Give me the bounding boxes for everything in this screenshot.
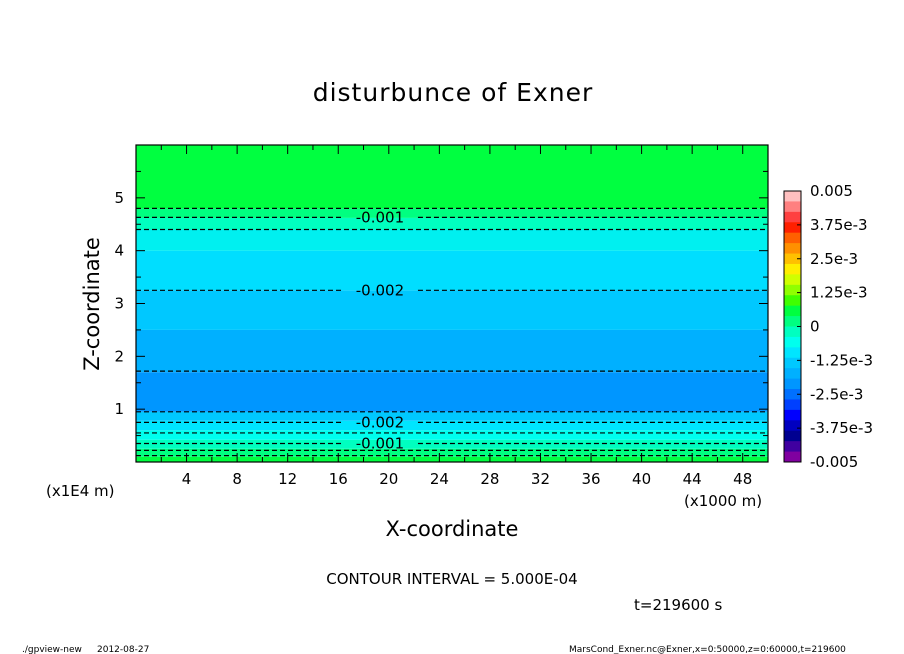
- x-axis: 4 8 12 16 20 24 28 32 36 40 44 48: [160, 145, 769, 488]
- x-tick-label: 40: [632, 470, 651, 488]
- contour-label: -0.002: [356, 413, 404, 431]
- x-axis-label: X-coordinate: [386, 517, 519, 541]
- colorbar-swatch: [784, 191, 801, 202]
- x-tick-label: 20: [379, 470, 398, 488]
- x-tick-label: 28: [480, 470, 499, 488]
- contour-band: [136, 217, 768, 230]
- y-unit-label: (x1E4 m): [46, 482, 115, 500]
- colorbar-label: -2.5e-3: [810, 385, 863, 403]
- colorbar-label: 2.5e-3: [810, 250, 858, 268]
- time-text: t=219600 s: [634, 596, 722, 614]
- y-tick-label: 2: [114, 347, 124, 365]
- colorbar-label: 0: [810, 318, 820, 336]
- contour-band: [136, 439, 768, 449]
- colorbar-swatch: [784, 284, 801, 296]
- colorbar-swatch: [784, 295, 801, 307]
- colorbar-swatch: [784, 399, 801, 411]
- run-date: 2012-08-27: [97, 645, 149, 654]
- x-tick-label: 16: [329, 470, 348, 488]
- x-tick-label: 32: [531, 470, 550, 488]
- chart-title: disturbunce of Exner: [313, 78, 594, 107]
- colorbar-label: -0.005: [810, 453, 858, 471]
- contour-label: -0.002: [356, 281, 404, 299]
- x-tick-label: 12: [278, 470, 297, 488]
- contour-band: [136, 250, 768, 291]
- colorbar-label: -3.75e-3: [810, 419, 873, 437]
- colorbar-swatch: [784, 336, 801, 348]
- y-tick-label: 3: [114, 295, 124, 313]
- x-tick-label: 44: [683, 470, 702, 488]
- contour-band: [136, 372, 768, 412]
- y-tick-label: 5: [114, 189, 124, 207]
- x-tick-label: 48: [733, 470, 752, 488]
- plot-bands: [136, 145, 768, 462]
- colorbar-swatch: [784, 378, 801, 390]
- contour-band: [136, 448, 768, 457]
- colorbar-swatch: [784, 243, 801, 255]
- x-tick-label: 36: [581, 470, 600, 488]
- program-name: ./gpview-new: [22, 645, 82, 654]
- colorbar-swatch: [784, 409, 801, 421]
- colorbar-swatch: [784, 368, 801, 380]
- y-axis-label: Z-coordinate: [80, 237, 104, 371]
- colorbar-swatch: [784, 316, 801, 327]
- colorbar-label: -1.25e-3: [810, 351, 873, 369]
- colorbar-label: 1.25e-3: [810, 284, 868, 302]
- colorbar-swatch: [784, 389, 801, 400]
- contour-band: [136, 145, 768, 209]
- colorbar-swatch: [784, 357, 801, 369]
- x-tick-label: 24: [430, 470, 449, 488]
- source-description: MarsCond_Exner.nc@Exner,x=0:50000,z=0:60…: [569, 645, 846, 654]
- colorbar-swatch: [784, 263, 801, 275]
- contour-label: -0.001: [356, 208, 404, 226]
- colorbar-swatch: [784, 441, 801, 453]
- colorbar-swatch: [784, 211, 801, 223]
- contour-band: [136, 420, 768, 431]
- x-tick-label: 4: [182, 470, 192, 488]
- contour-band: [136, 430, 768, 440]
- contour-band: [136, 290, 768, 330]
- colorbar-swatch: [784, 201, 801, 213]
- colorbar-label: 0.005: [810, 182, 853, 200]
- colorbar-swatch: [784, 451, 801, 463]
- y-axis: 1 2 3 4 5: [114, 170, 768, 437]
- y-tick-label: 4: [114, 242, 124, 260]
- contour-label: -0.001: [356, 435, 404, 453]
- contour-band: [136, 456, 768, 462]
- x-unit-label: (x1000 m): [684, 492, 762, 510]
- colorbar: 0.005 3.75e-3 2.5e-3 1.25e-3 0 -1.25e-3 -2.5e-…: [783, 182, 873, 471]
- contour-lines: -0.001 -0.002 -0.002 -0.001: [136, 207, 768, 457]
- colorbar-swatch: [784, 305, 801, 317]
- colorbar-swatch: [784, 420, 801, 432]
- contour-band: [136, 229, 768, 251]
- colorbar-label: 3.75e-3: [810, 216, 868, 234]
- colorbar-swatch: [784, 326, 801, 338]
- contour-band: [136, 329, 768, 373]
- colorbar-swatch: [784, 232, 801, 244]
- colorbar-swatch: [784, 347, 801, 359]
- contour-interval-text: CONTOUR INTERVAL = 5.000E-04: [326, 570, 577, 588]
- colorbar-swatch: [784, 253, 801, 265]
- contour-band: [136, 411, 768, 421]
- contour-band: [136, 208, 768, 218]
- x-tick-label: 8: [232, 470, 242, 488]
- y-tick-label: 1: [114, 400, 124, 418]
- colorbar-swatch: [784, 430, 801, 442]
- colorbar-swatch: [784, 274, 801, 286]
- colorbar-swatch: [784, 222, 801, 234]
